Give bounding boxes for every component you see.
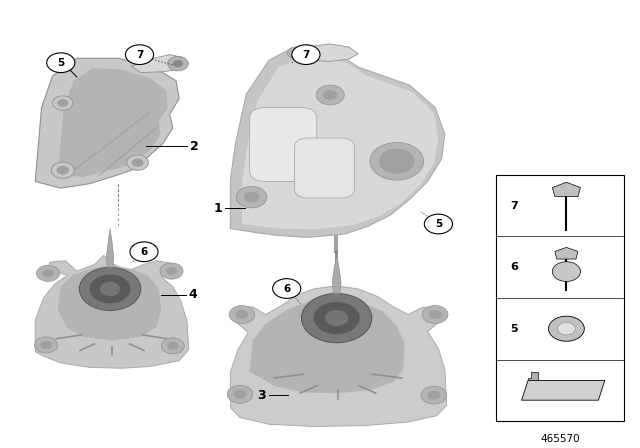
Circle shape bbox=[314, 302, 360, 334]
Polygon shape bbox=[332, 254, 341, 293]
Polygon shape bbox=[522, 380, 605, 400]
Polygon shape bbox=[35, 58, 179, 188]
Circle shape bbox=[548, 316, 584, 341]
Text: 7: 7 bbox=[510, 201, 518, 211]
Circle shape bbox=[287, 47, 304, 59]
Circle shape bbox=[424, 214, 452, 234]
Text: 6: 6 bbox=[510, 262, 518, 272]
Circle shape bbox=[35, 337, 58, 353]
Polygon shape bbox=[230, 286, 447, 426]
Circle shape bbox=[379, 149, 415, 174]
Circle shape bbox=[127, 155, 148, 170]
Polygon shape bbox=[131, 55, 189, 73]
Polygon shape bbox=[242, 57, 438, 229]
Circle shape bbox=[47, 53, 75, 73]
Circle shape bbox=[236, 310, 248, 319]
Circle shape bbox=[236, 186, 267, 208]
Polygon shape bbox=[528, 371, 538, 380]
Polygon shape bbox=[552, 182, 580, 197]
Circle shape bbox=[56, 166, 69, 175]
Circle shape bbox=[552, 262, 580, 281]
Text: 5: 5 bbox=[57, 58, 65, 68]
Text: 7: 7 bbox=[302, 50, 310, 60]
Text: 465570: 465570 bbox=[540, 434, 580, 444]
Circle shape bbox=[421, 386, 447, 404]
Circle shape bbox=[557, 323, 575, 335]
Text: 2: 2 bbox=[190, 140, 199, 153]
Text: 5: 5 bbox=[435, 219, 442, 229]
Circle shape bbox=[52, 96, 73, 110]
Polygon shape bbox=[35, 255, 189, 368]
Circle shape bbox=[42, 269, 54, 277]
Text: 5: 5 bbox=[510, 324, 518, 334]
Circle shape bbox=[229, 306, 255, 323]
Circle shape bbox=[370, 142, 424, 180]
Text: 1: 1 bbox=[214, 202, 223, 215]
Bar bbox=[496, 175, 624, 421]
Polygon shape bbox=[58, 265, 161, 340]
Polygon shape bbox=[230, 48, 445, 237]
Circle shape bbox=[51, 162, 74, 178]
Circle shape bbox=[323, 90, 337, 100]
Circle shape bbox=[301, 293, 372, 343]
Text: 7: 7 bbox=[136, 50, 143, 60]
Circle shape bbox=[316, 85, 344, 105]
Circle shape bbox=[57, 99, 68, 107]
Text: 6: 6 bbox=[140, 247, 148, 257]
FancyBboxPatch shape bbox=[250, 108, 317, 181]
Circle shape bbox=[292, 50, 300, 56]
Polygon shape bbox=[58, 68, 168, 177]
Circle shape bbox=[167, 342, 179, 350]
Text: 3: 3 bbox=[257, 388, 266, 402]
Circle shape bbox=[273, 279, 301, 298]
Circle shape bbox=[234, 390, 246, 399]
Circle shape bbox=[36, 265, 60, 281]
Circle shape bbox=[292, 45, 320, 65]
Circle shape bbox=[125, 45, 154, 65]
Circle shape bbox=[160, 263, 183, 279]
Circle shape bbox=[227, 385, 253, 403]
Polygon shape bbox=[291, 44, 358, 61]
FancyBboxPatch shape bbox=[294, 138, 355, 198]
Circle shape bbox=[428, 391, 440, 400]
Text: 6: 6 bbox=[283, 284, 291, 293]
Circle shape bbox=[244, 192, 259, 202]
Circle shape bbox=[173, 60, 183, 67]
Circle shape bbox=[325, 310, 348, 326]
Circle shape bbox=[168, 56, 188, 71]
Text: 4: 4 bbox=[189, 288, 198, 302]
Polygon shape bbox=[106, 228, 114, 267]
Circle shape bbox=[422, 306, 448, 323]
Circle shape bbox=[429, 310, 442, 319]
Circle shape bbox=[79, 267, 141, 310]
Circle shape bbox=[40, 341, 52, 349]
Polygon shape bbox=[555, 247, 578, 259]
Circle shape bbox=[130, 242, 158, 262]
Circle shape bbox=[161, 338, 184, 354]
Circle shape bbox=[166, 267, 177, 275]
Polygon shape bbox=[250, 298, 404, 393]
Circle shape bbox=[90, 275, 131, 303]
Circle shape bbox=[100, 282, 120, 296]
Circle shape bbox=[132, 159, 143, 167]
